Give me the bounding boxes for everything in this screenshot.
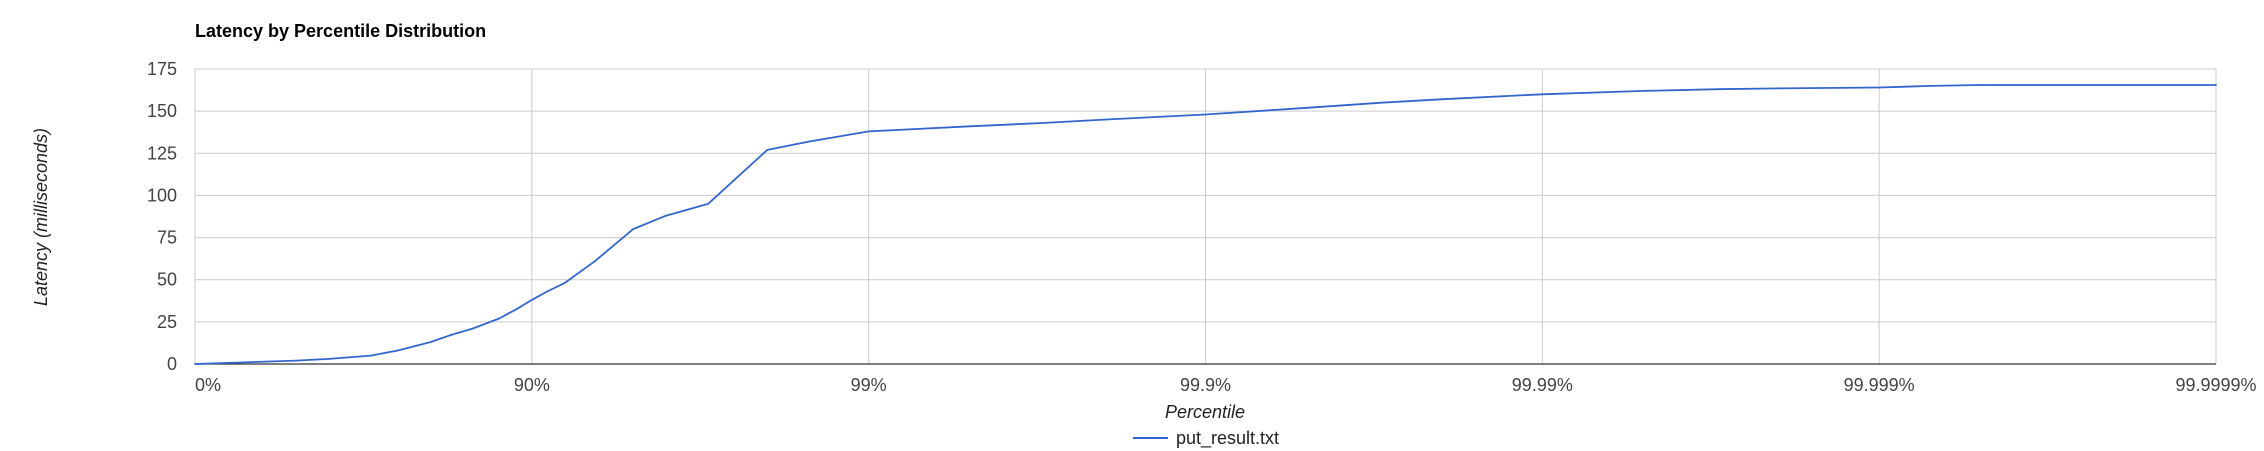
- x-tick-label: 99.999%: [1844, 375, 1915, 395]
- data-point: [546, 290, 549, 293]
- data-point: [1306, 106, 1308, 109]
- x-tick-label: 90%: [514, 375, 550, 395]
- data-point: [498, 317, 501, 320]
- data-point: [1440, 98, 1442, 101]
- data-point: [530, 299, 533, 301]
- legend: put_result.txt: [1133, 428, 1279, 449]
- series-layer: [194, 84, 2217, 365]
- data-point: [328, 358, 330, 360]
- data-point: [1642, 90, 1645, 92]
- data-point: [563, 282, 566, 284]
- data-point: [194, 363, 196, 365]
- data-point: [429, 341, 432, 343]
- x-tick-label: 99.9%: [1180, 375, 1231, 395]
- data-point: [370, 354, 372, 357]
- data-point: [1776, 87, 1779, 90]
- y-axis-title: Latency (milliseconds): [31, 128, 51, 306]
- data-point: [665, 214, 667, 217]
- x-tick-label: 99%: [851, 375, 887, 395]
- data-point: [594, 260, 596, 263]
- data-point: [1930, 85, 1933, 87]
- y-tick-label: 50: [157, 270, 177, 290]
- data-point: [1204, 113, 1207, 116]
- data-point: [808, 140, 811, 143]
- y-tick-label: 75: [157, 228, 177, 248]
- data-point: [1717, 88, 1720, 91]
- data-point: [471, 327, 474, 330]
- y-tick-labels: 0 25 50 75 100 125 150 175: [147, 59, 177, 374]
- data-point: [1979, 84, 1982, 86]
- y-tick-label: 0: [167, 354, 177, 374]
- x-tick-label: 0%: [195, 375, 221, 395]
- data-point: [1380, 101, 1383, 104]
- data-point: [2215, 84, 2217, 86]
- data-point: [867, 130, 870, 133]
- data-point: [1043, 122, 1046, 124]
- data-point: [766, 149, 769, 151]
- y-tick-label: 175: [147, 59, 177, 79]
- data-point: [396, 349, 399, 352]
- legend-label: put_result.txt: [1176, 428, 1279, 449]
- data-point: [295, 359, 298, 362]
- data-point: [1103, 118, 1105, 121]
- data-point: [1878, 86, 1881, 89]
- data-point: [1541, 93, 1544, 96]
- y-tick-label: 125: [147, 143, 177, 163]
- data-point: [969, 125, 971, 128]
- x-tick-labels: 0% 90% 99% 99.9% 99.99% 99.999% 99.9999%: [195, 375, 2257, 395]
- y-tick-label: 100: [147, 185, 177, 205]
- y-tick-label: 150: [147, 101, 177, 121]
- x-tick-label: 99.9999%: [2175, 375, 2256, 395]
- chart-title: Latency by Percentile Distribution: [195, 21, 486, 41]
- grid: [194, 68, 2217, 364]
- x-tick-label: 99.99%: [1512, 375, 1573, 395]
- data-point: [707, 203, 709, 205]
- data-point: [517, 307, 519, 310]
- y-tick-label: 25: [157, 312, 177, 332]
- x-axis-title: Percentile: [1165, 402, 1245, 422]
- data-point: [632, 228, 635, 231]
- data-point: [449, 334, 451, 337]
